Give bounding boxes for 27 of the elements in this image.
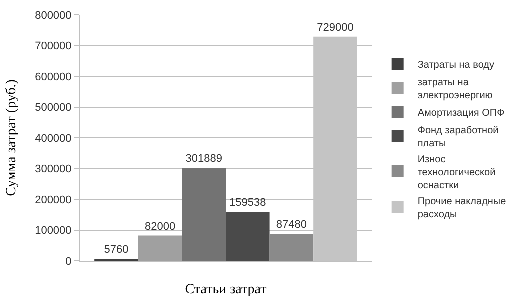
y-axis-title: Сумма затрат (руб.) bbox=[4, 79, 20, 196]
legend-label: Амортизация ОПФ bbox=[418, 108, 506, 119]
legend-label: Фонд заработной платы bbox=[418, 125, 499, 150]
legend-label: Прочие накладные расходы bbox=[418, 196, 507, 220]
bar bbox=[270, 234, 314, 261]
y-tick-label: 600000 bbox=[35, 71, 72, 84]
bar bbox=[138, 236, 182, 261]
data-label: 87480 bbox=[276, 219, 307, 232]
legend-label: Износ технологической оснастки bbox=[418, 154, 496, 192]
y-tick-label: 800000 bbox=[35, 10, 72, 22]
y-tick-label: 300000 bbox=[35, 164, 72, 176]
data-label: 5760 bbox=[104, 244, 129, 256]
data-label: 82000 bbox=[145, 220, 176, 233]
legend-label: затраты на электроэнергию bbox=[418, 77, 494, 102]
data-label: 301889 bbox=[186, 153, 222, 166]
y-tick-label: 400000 bbox=[35, 132, 72, 145]
y-tick-label: 100000 bbox=[35, 225, 72, 238]
x-axis-title: Статьи затрат bbox=[185, 282, 267, 298]
bar bbox=[182, 168, 226, 261]
y-tick-label: 200000 bbox=[35, 194, 72, 206]
legend-label: Затраты на воду bbox=[418, 60, 494, 71]
data-label: 159538 bbox=[230, 196, 266, 209]
y-tick-label: 700000 bbox=[35, 40, 72, 53]
bar bbox=[226, 212, 270, 261]
data-label: 729000 bbox=[317, 22, 354, 34]
y-tick-label: 0 bbox=[66, 256, 72, 268]
y-tick-label: 500000 bbox=[35, 102, 72, 114]
